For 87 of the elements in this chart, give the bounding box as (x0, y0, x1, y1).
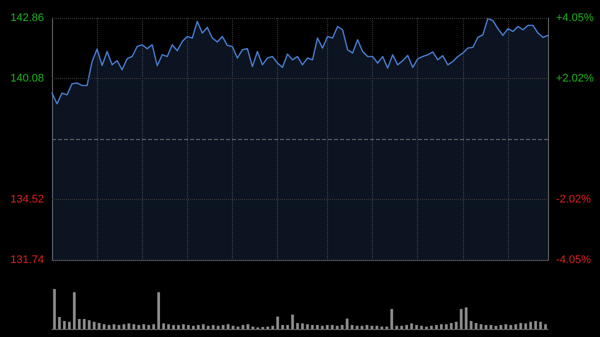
bar (405, 325, 408, 329)
bar (276, 316, 280, 329)
bar (534, 321, 537, 329)
bar (142, 324, 146, 329)
y2-tick-label: +2.02% (556, 72, 594, 85)
bar (296, 323, 299, 329)
bar (112, 324, 116, 329)
bar (132, 324, 136, 329)
y-tick-label: 131.74 (10, 254, 44, 266)
bar (390, 309, 394, 329)
bar (514, 324, 518, 329)
bar (444, 324, 448, 329)
bar (286, 325, 289, 329)
bar (440, 324, 443, 329)
bar (242, 325, 244, 329)
bar (484, 325, 488, 329)
bar (410, 323, 413, 329)
bar (53, 289, 56, 329)
bar (464, 307, 468, 329)
bar (147, 325, 150, 329)
bar (301, 323, 304, 329)
bar (182, 324, 185, 329)
bar (157, 292, 160, 329)
bar (415, 325, 418, 329)
bar (450, 323, 453, 329)
bar (504, 324, 508, 329)
bar (88, 320, 91, 329)
bar (82, 319, 86, 329)
bar (118, 325, 120, 329)
bar (490, 325, 492, 329)
bar (420, 326, 423, 329)
bar (311, 325, 314, 329)
bar (291, 314, 294, 329)
bar (78, 319, 81, 329)
bar (63, 321, 66, 329)
bar (167, 324, 170, 329)
bar (102, 324, 106, 329)
bar (72, 292, 76, 329)
bar (162, 323, 165, 329)
bar (524, 323, 528, 329)
bar (326, 325, 329, 329)
y2-tick-label: +4.05% (556, 12, 594, 24)
y-tick-label: 140.08 (10, 72, 44, 84)
y-tick-label: 134.52 (10, 194, 44, 206)
bar (128, 323, 130, 329)
bar (137, 325, 140, 329)
bar (212, 325, 215, 329)
bar (202, 324, 205, 329)
bar (544, 324, 547, 329)
y2-tick-label: -2.02% (556, 193, 592, 206)
bar (366, 325, 368, 329)
bar (246, 324, 250, 329)
bar (222, 325, 224, 329)
bar (58, 317, 61, 329)
bar (480, 324, 482, 329)
bar (232, 326, 234, 329)
bar (340, 325, 344, 329)
bar (500, 325, 502, 329)
bar (330, 325, 334, 329)
bar (172, 325, 175, 329)
bar (226, 324, 230, 329)
bar (187, 325, 190, 329)
bar (474, 323, 478, 329)
y2-tick-label: -4.05% (556, 254, 592, 266)
bar (98, 323, 100, 329)
bar (316, 325, 319, 329)
bar (346, 318, 348, 329)
bar (281, 325, 284, 329)
y-tick-label: 142.86 (10, 12, 44, 24)
bar (430, 326, 433, 329)
bar (152, 324, 156, 329)
bar (494, 326, 498, 329)
bar (519, 323, 522, 329)
bar (360, 326, 364, 329)
bar (177, 325, 180, 329)
bar (356, 326, 358, 329)
bar (108, 325, 110, 329)
bar (470, 321, 472, 329)
bar (196, 325, 200, 329)
bar (460, 309, 463, 329)
bar (435, 325, 438, 329)
bar (122, 324, 126, 329)
bar (306, 324, 309, 329)
bar (509, 325, 512, 329)
bar (539, 322, 542, 329)
bar (370, 326, 374, 329)
bar (350, 325, 354, 329)
